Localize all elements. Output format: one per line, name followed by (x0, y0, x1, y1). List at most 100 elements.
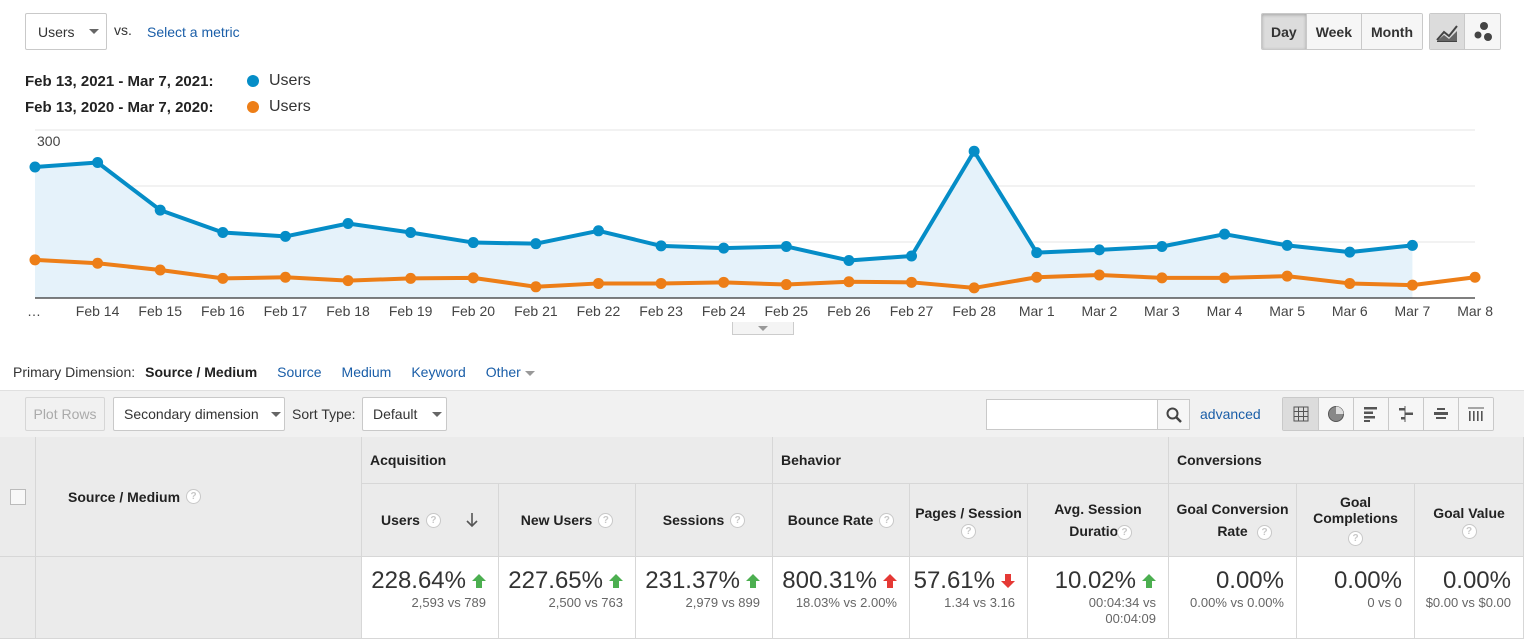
metric-select[interactable]: Users (25, 13, 107, 50)
chart-expand-handle[interactable] (732, 322, 794, 335)
sort-type-select[interactable]: Default (362, 397, 447, 431)
pivot-view-button[interactable] (1458, 398, 1493, 430)
month-button[interactable]: Month (1361, 14, 1422, 49)
column-header-sessions[interactable]: Sessions ? (636, 484, 773, 557)
x-tick-label: Feb 17 (264, 303, 308, 319)
plot-rows-button[interactable]: Plot Rows (25, 397, 105, 431)
x-tick-label: Feb 22 (577, 303, 621, 319)
table-search (986, 399, 1190, 430)
help-icon[interactable]: ? (730, 512, 746, 528)
week-button[interactable]: Week (1305, 14, 1362, 49)
totals-cell: 231.37% 2,979 vs 899 (636, 557, 773, 639)
data-point (655, 240, 667, 252)
data-point (279, 230, 291, 242)
x-tick-label: Feb 23 (639, 303, 683, 319)
legend-metric: Users (269, 72, 311, 89)
data-point (592, 277, 604, 289)
select-all-cell (0, 437, 36, 557)
column-header-avg-session-duration[interactable]: Avg. Session Duration ? (1028, 484, 1169, 557)
data-point (405, 226, 417, 238)
comparison-view-button[interactable] (1388, 398, 1423, 430)
data-point (467, 272, 479, 284)
select-metric-link[interactable]: Select a metric (147, 24, 240, 40)
help-icon[interactable]: ? (186, 489, 202, 504)
comparison-icon (1399, 406, 1413, 422)
primary-dimension-label: Primary Dimension: (13, 364, 136, 380)
legend-row-current: Feb 13, 2021 - Mar 7, 2021: Users (25, 72, 311, 90)
legend-range: Feb 13, 2020 - Mar 7, 2020: (25, 98, 214, 116)
column-header-goal-completions[interactable]: Goal Completions ? (1297, 484, 1415, 557)
x-tick-label: Feb 15 (138, 303, 182, 319)
chevron-down-icon (270, 411, 281, 417)
column-header-pages-session[interactable]: Pages / Session ? (910, 484, 1028, 557)
trend-up-arrow-icon (472, 574, 486, 588)
legend-metric: Users (269, 98, 311, 115)
advanced-filter-link[interactable]: advanced (1200, 406, 1261, 422)
x-tick-label: Mar 7 (1394, 303, 1430, 319)
x-tick-label: Feb 28 (952, 303, 996, 319)
totals-comparison-text: 1.34 vs 3.16 (944, 595, 1015, 610)
dimension-option-medium[interactable]: Medium (341, 364, 392, 380)
group-behavior: Behavior (773, 437, 1169, 484)
search-button[interactable] (1157, 400, 1189, 429)
x-tick-label: Feb 20 (451, 303, 495, 319)
secondary-dimension-select[interactable]: Secondary dimension (113, 397, 285, 431)
help-icon[interactable]: ? (961, 523, 976, 539)
term-cloud-view-button[interactable] (1423, 398, 1458, 430)
date-granularity-group: Day Week Month (1261, 13, 1423, 50)
motion-chart-button[interactable] (1465, 14, 1500, 49)
data-point (968, 282, 980, 294)
data-point (843, 254, 855, 266)
dimension-option-source[interactable]: Source (277, 364, 322, 380)
sort-descending-icon (466, 513, 478, 528)
performance-view-button[interactable] (1353, 398, 1388, 430)
x-tick-label: Mar 3 (1144, 303, 1180, 319)
line-chart-button[interactable] (1430, 14, 1466, 49)
search-input[interactable] (987, 400, 1157, 429)
column-header-goal-value[interactable]: Goal Value ? (1415, 484, 1524, 557)
column-header-label: Pages / Session (915, 504, 1022, 521)
data-point (906, 250, 918, 262)
totals-cell: 57.61% 1.34 vs 3.16 (910, 557, 1028, 639)
column-header-goal-conversion-rate[interactable]: Goal Conversion Rate ? (1169, 484, 1297, 557)
help-icon[interactable]: ? (598, 512, 614, 528)
totals-cell: 228.64% 2,593 vs 789 (362, 557, 499, 639)
column-header-label: Goal Completions (1313, 494, 1398, 526)
help-icon[interactable]: ? (879, 512, 895, 528)
totals-change-value: 228.64% (371, 567, 486, 595)
totals-change-value: 800.31% (782, 567, 897, 595)
data-point (154, 264, 166, 276)
performance-icon (1364, 407, 1377, 422)
totals-comparison-text: 0 vs 0 (1367, 595, 1402, 610)
help-icon[interactable]: ? (1117, 525, 1132, 540)
y-tick-label: 300 (37, 133, 61, 149)
day-button[interactable]: Day (1262, 14, 1306, 49)
dimension-header[interactable]: Source / Medium ? (36, 437, 362, 557)
data-point (1219, 272, 1231, 284)
dimension-option-other[interactable]: Other (486, 364, 535, 380)
column-header-label: Bounce Rate (787, 512, 874, 528)
column-header-label: Goal Conversion Rate (1176, 501, 1289, 539)
totals-comparison-text: $0.00 vs $0.00 (1425, 595, 1511, 610)
help-icon[interactable]: ? (425, 512, 441, 528)
data-point (1156, 240, 1168, 252)
totals-comparison-text: 2,500 vs 763 (548, 595, 623, 610)
help-icon[interactable]: ? (1257, 525, 1272, 540)
column-header-users[interactable]: Users ? (362, 484, 499, 557)
data-point (217, 272, 229, 284)
data-view-button[interactable] (1283, 398, 1318, 430)
help-icon[interactable]: ? (1461, 523, 1477, 539)
data-point (718, 276, 730, 288)
pivot-icon (1468, 407, 1484, 421)
dimension-option-keyword[interactable]: Keyword (411, 364, 466, 380)
column-header-bounce-rate[interactable]: Bounce Rate ? (773, 484, 910, 557)
data-point (342, 218, 354, 230)
column-header-new-users[interactable]: New Users ? (499, 484, 636, 557)
help-icon[interactable]: ? (1348, 531, 1363, 546)
x-tick-label: Feb 25 (765, 303, 809, 319)
data-point (718, 242, 730, 254)
data-point (1093, 244, 1105, 256)
select-all-checkbox[interactable] (9, 488, 26, 505)
percentage-view-button[interactable] (1318, 398, 1353, 430)
chevron-down-icon (758, 325, 768, 331)
